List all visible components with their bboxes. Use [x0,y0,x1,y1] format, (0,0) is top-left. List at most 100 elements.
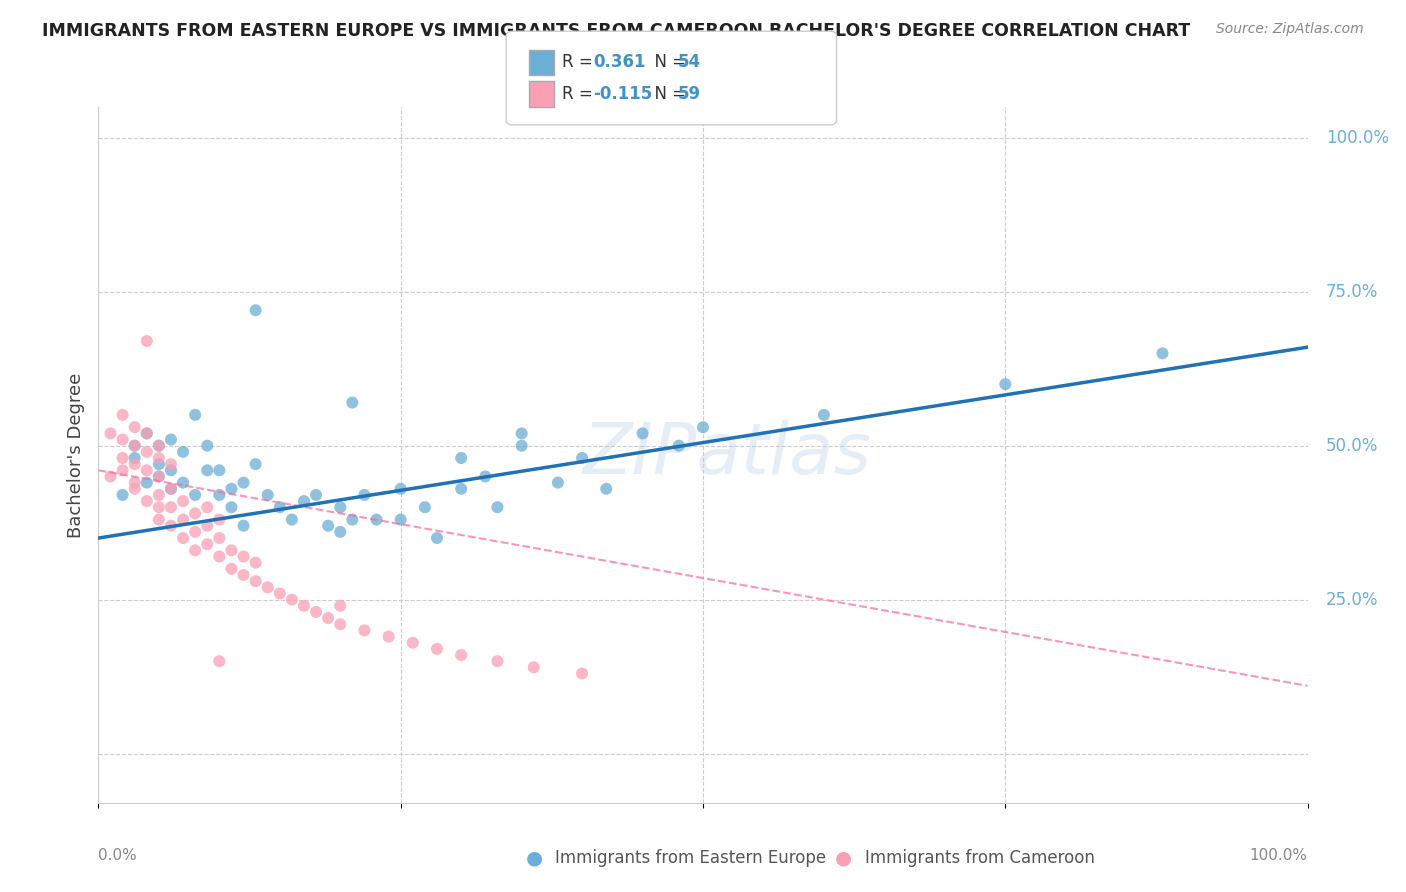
Text: ●: ● [835,848,852,868]
Point [510,439,533,453]
Point [316,518,339,533]
Point [292,494,315,508]
Point [426,531,449,545]
Point [305,488,328,502]
Point [329,524,352,539]
Point [160,500,183,515]
Point [402,636,425,650]
Point [281,592,304,607]
Point [316,611,339,625]
Point [631,426,654,441]
Point [135,334,157,348]
Point [124,439,146,453]
Point [1152,346,1174,360]
Point [281,512,304,526]
Point [523,660,546,674]
Point [148,439,170,453]
Point [342,512,364,526]
Text: R =: R = [562,54,599,71]
Text: Source: ZipAtlas.com: Source: ZipAtlas.com [1216,22,1364,37]
Point [148,450,170,465]
Point [474,469,496,483]
Point [195,463,218,477]
Point [994,377,1017,392]
Point [195,500,218,515]
Point [135,494,157,508]
Point [305,605,328,619]
Text: 25.0%: 25.0% [1326,591,1378,608]
Point [595,482,617,496]
Point [353,488,375,502]
Point [111,450,134,465]
Point [135,426,157,441]
Text: Immigrants from Cameroon: Immigrants from Cameroon [865,849,1094,867]
Text: IMMIGRANTS FROM EASTERN EUROPE VS IMMIGRANTS FROM CAMEROON BACHELOR'S DEGREE COR: IMMIGRANTS FROM EASTERN EUROPE VS IMMIGR… [42,22,1191,40]
Text: N =: N = [644,85,692,103]
Point [172,512,194,526]
Point [256,580,278,594]
Point [353,624,375,638]
Point [135,445,157,459]
Point [413,500,436,515]
Point [184,488,207,502]
Point [124,482,146,496]
Text: Immigrants from Eastern Europe: Immigrants from Eastern Europe [555,849,827,867]
Point [269,586,291,600]
Point [195,537,218,551]
Point [184,543,207,558]
Point [172,475,194,490]
Point [571,666,593,681]
Point [232,518,254,533]
Point [450,482,472,496]
Point [172,531,194,545]
Point [172,494,194,508]
Point [124,450,146,465]
Point [124,457,146,471]
Point [208,549,231,564]
Text: -0.115: -0.115 [593,85,652,103]
Point [148,439,170,453]
Point [245,457,267,471]
Point [160,433,183,447]
Point [813,408,835,422]
Point [135,426,157,441]
Point [195,439,218,453]
Text: 54: 54 [678,54,700,71]
Point [221,482,243,496]
Point [389,482,412,496]
Point [245,574,267,589]
Point [510,426,533,441]
Point [256,488,278,502]
Point [111,463,134,477]
Point [366,512,388,526]
Point [245,556,267,570]
Text: 75.0%: 75.0% [1326,283,1378,301]
Text: R =: R = [562,85,599,103]
Point [486,500,509,515]
Text: 59: 59 [678,85,700,103]
Point [486,654,509,668]
Point [184,507,207,521]
Point [208,512,231,526]
Point [160,482,183,496]
Point [232,549,254,564]
Point [135,463,157,477]
Point [245,303,267,318]
Point [571,450,593,465]
Point [329,617,352,632]
Point [450,648,472,662]
Point [221,562,243,576]
Point [342,395,364,409]
Text: 100.0%: 100.0% [1250,848,1308,863]
Point [160,463,183,477]
Point [208,654,231,668]
Point [111,408,134,422]
Point [160,457,183,471]
Point [232,475,254,490]
Text: N =: N = [644,54,692,71]
Text: 0.0%: 0.0% [98,848,138,863]
Point [269,500,291,515]
Point [148,488,170,502]
Text: 100.0%: 100.0% [1326,128,1389,147]
Point [208,463,231,477]
